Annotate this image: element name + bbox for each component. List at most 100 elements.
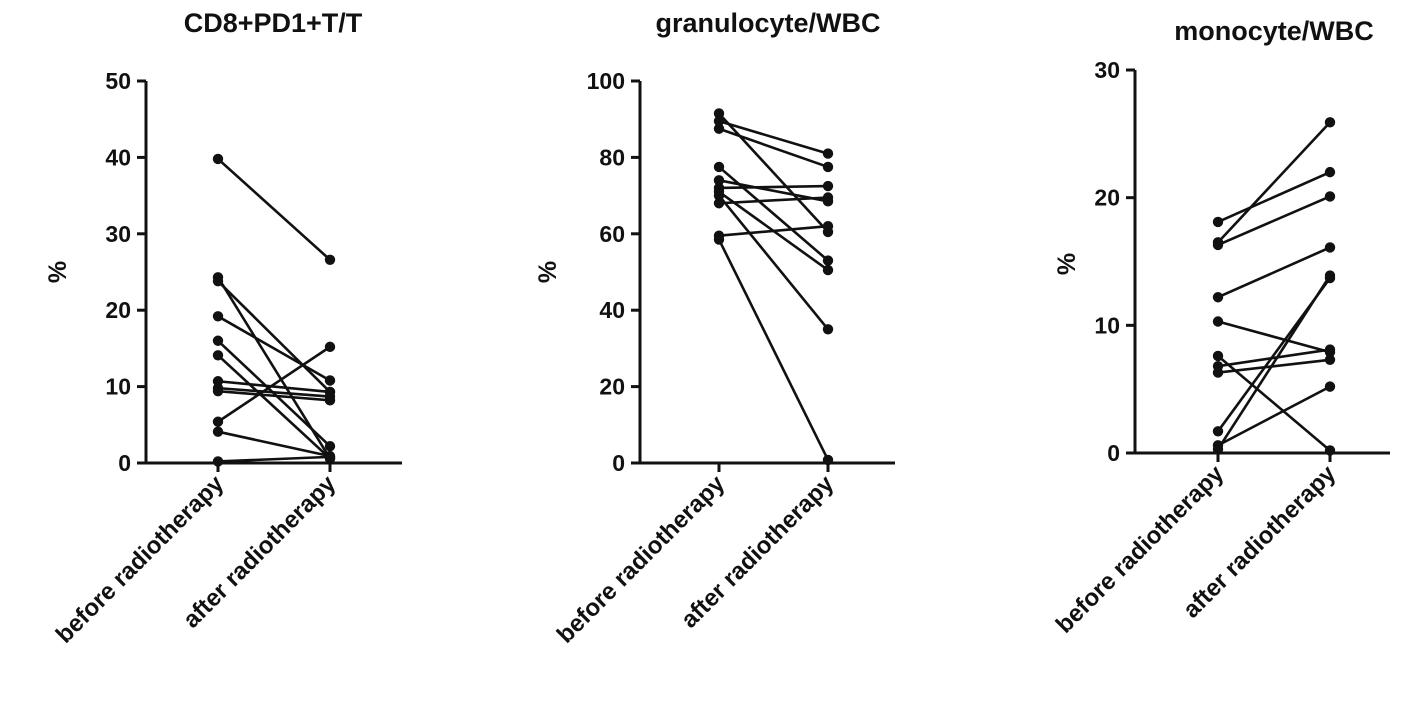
y-tick-label: 60 — [599, 221, 625, 247]
data-point-before — [212, 153, 224, 165]
data-points — [212, 153, 336, 467]
data-point-after — [822, 454, 834, 466]
data-point-before — [713, 108, 725, 119]
paired-line — [217, 157, 331, 261]
chart-title: granulocyte/WBC — [655, 8, 880, 38]
y-tick-label: 20 — [1094, 185, 1120, 211]
data-point-after — [1324, 117, 1336, 128]
data-point-after — [1324, 381, 1336, 392]
data-point-before — [1212, 292, 1224, 303]
y-tick-label: 20 — [599, 374, 625, 400]
y-tick-label: 10 — [105, 374, 131, 400]
data-point-after — [822, 324, 834, 335]
paired-line — [1217, 348, 1331, 368]
data-point-before — [212, 426, 224, 437]
data-point-before — [713, 123, 725, 134]
y-tick-label: 100 — [587, 68, 625, 94]
data-point-before — [1212, 316, 1224, 327]
data-point-before — [713, 198, 725, 209]
data-point-after — [324, 391, 336, 402]
paired-line — [1217, 358, 1331, 374]
data-point-before — [1212, 350, 1224, 362]
paired-line — [718, 127, 829, 169]
paired-line — [1217, 385, 1331, 447]
paired-line — [217, 315, 331, 382]
data-point-after — [1324, 354, 1336, 366]
y-tick-label: 0 — [118, 450, 131, 476]
paired-line — [217, 430, 331, 458]
data-point-before — [212, 456, 224, 467]
data-point-before — [713, 115, 725, 127]
data-point-before — [1212, 443, 1224, 455]
paired-line — [217, 455, 331, 463]
y-tick-label: 30 — [105, 221, 131, 247]
paired-line — [217, 345, 331, 423]
data-point-after — [822, 220, 834, 232]
data-point-after — [324, 254, 336, 265]
paired-line — [1217, 170, 1331, 224]
paired-line — [1217, 246, 1331, 299]
data-point-before — [212, 335, 224, 346]
data-point-before — [212, 416, 224, 427]
data-point-after — [822, 161, 834, 173]
y-tick-label: 10 — [1094, 312, 1120, 338]
data-point-after — [324, 440, 336, 452]
data-point-before — [1212, 426, 1224, 437]
y-axis-label: % — [1053, 253, 1081, 275]
y-tick-label: 50 — [105, 68, 131, 94]
data-point-after — [1324, 270, 1336, 281]
data-point-before — [713, 234, 725, 245]
paired-lines — [1216, 121, 1332, 452]
paired-line — [1216, 274, 1332, 450]
paired-line — [718, 190, 829, 272]
paired-line — [1217, 121, 1331, 244]
data-point-before — [212, 350, 224, 361]
paired-line — [718, 119, 829, 155]
data-point-after — [1324, 344, 1336, 355]
data-point-after — [822, 192, 834, 203]
paired-line — [217, 354, 331, 460]
data-point-after — [822, 264, 834, 276]
data-point-before — [212, 382, 224, 394]
paired-line — [718, 196, 829, 205]
paired-lines — [717, 112, 830, 461]
data-point-before — [1212, 239, 1224, 251]
data-point-after — [822, 148, 834, 159]
chart-title: CD8+PD1+T/T — [184, 8, 363, 38]
paired-line — [1217, 195, 1331, 247]
data-point-after — [822, 255, 834, 266]
y-tick-label: 30 — [1094, 57, 1120, 83]
paired-line — [217, 280, 331, 393]
paired-line — [217, 386, 331, 398]
data-points — [713, 108, 834, 466]
data-points — [1212, 117, 1336, 456]
data-point-after — [1324, 445, 1336, 456]
y-axis-label: % — [534, 261, 562, 283]
paired-line — [717, 238, 830, 461]
chart-title: monocyte/WBC — [1174, 16, 1374, 46]
y-tick-label: 0 — [1107, 440, 1120, 466]
y-axis-label: % — [44, 261, 72, 283]
paired-line — [718, 112, 829, 233]
data-point-after — [1324, 191, 1336, 202]
data-point-after — [324, 341, 336, 353]
data-point-before — [212, 311, 224, 322]
paired-line — [1217, 320, 1331, 354]
y-tick-label: 40 — [599, 297, 625, 323]
paired-line — [217, 379, 331, 394]
data-point-before — [713, 175, 725, 186]
y-tick-label: 40 — [105, 144, 131, 170]
y-tick-label: 0 — [612, 450, 625, 476]
data-point-before — [212, 275, 224, 287]
data-point-before — [1212, 216, 1224, 228]
paired-line — [217, 389, 331, 402]
y-tick-label: 20 — [105, 297, 131, 323]
data-point-after — [1324, 166, 1336, 178]
y-tick-label: 80 — [599, 144, 625, 170]
data-point-before — [713, 161, 725, 173]
